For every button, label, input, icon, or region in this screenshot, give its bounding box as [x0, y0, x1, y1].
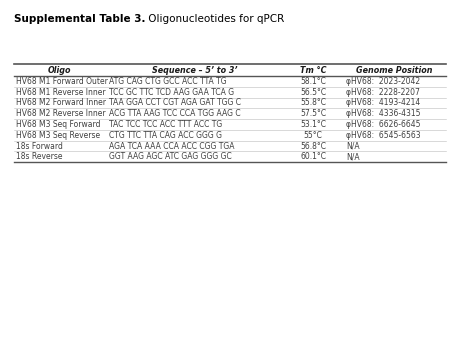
Text: Tm °C: Tm °C — [300, 66, 326, 75]
Text: 18s Forward: 18s Forward — [16, 142, 63, 150]
Text: 56.5°C: 56.5°C — [300, 88, 326, 97]
Text: 56.8°C: 56.8°C — [300, 142, 326, 150]
Text: φHV68:  4193-4214: φHV68: 4193-4214 — [346, 98, 420, 107]
Text: TCC GC TTC TCD AAG GAA TCA G: TCC GC TTC TCD AAG GAA TCA G — [109, 88, 234, 97]
Text: Sequence – 5’ to 3’: Sequence – 5’ to 3’ — [152, 66, 238, 75]
Text: TAC TCC TCC ACC TTT ACC TG: TAC TCC TCC ACC TTT ACC TG — [109, 120, 222, 129]
Text: HV68 M2 Reverse Inner: HV68 M2 Reverse Inner — [16, 109, 106, 118]
Text: 58.1°C: 58.1°C — [300, 77, 326, 86]
Text: N/A: N/A — [346, 152, 360, 161]
Text: Supplemental Table 3.: Supplemental Table 3. — [14, 14, 145, 24]
Text: ATG CAG CTG GCC ACC TTA TG: ATG CAG CTG GCC ACC TTA TG — [109, 77, 227, 86]
Text: Genome Position: Genome Position — [356, 66, 432, 75]
Text: 53.1°C: 53.1°C — [300, 120, 326, 129]
Text: HV68 M3 Seq Reverse: HV68 M3 Seq Reverse — [16, 131, 100, 140]
Text: 55.8°C: 55.8°C — [300, 98, 326, 107]
Text: 60.1°C: 60.1°C — [300, 152, 326, 161]
Text: 18s Reverse: 18s Reverse — [16, 152, 63, 161]
Text: N/A: N/A — [346, 142, 360, 150]
Text: CTG TTC TTA CAG ACC GGG G: CTG TTC TTA CAG ACC GGG G — [109, 131, 222, 140]
Text: HV68 M1 Reverse Inner: HV68 M1 Reverse Inner — [16, 88, 106, 97]
Text: GGT AAG AGC ATC GAG GGG GC: GGT AAG AGC ATC GAG GGG GC — [109, 152, 232, 161]
Text: φHV68:  2023-2042: φHV68: 2023-2042 — [346, 77, 420, 86]
Text: TAA GGA CCT CGT AGA GAT TGG C: TAA GGA CCT CGT AGA GAT TGG C — [109, 98, 241, 107]
Text: AGA TCA AAA CCA ACC CGG TGA: AGA TCA AAA CCA ACC CGG TGA — [109, 142, 234, 150]
Text: φHV68:  6545-6563: φHV68: 6545-6563 — [346, 131, 421, 140]
Text: Oligonucleotides for qPCR: Oligonucleotides for qPCR — [145, 14, 284, 24]
Text: 57.5°C: 57.5°C — [300, 109, 326, 118]
Text: Oligo: Oligo — [48, 66, 72, 75]
Text: 55°C: 55°C — [304, 131, 323, 140]
Text: φHV68:  2228-2207: φHV68: 2228-2207 — [346, 88, 420, 97]
Text: φHV68:  6626-6645: φHV68: 6626-6645 — [346, 120, 420, 129]
Text: HV68 M3 Seq Forward: HV68 M3 Seq Forward — [16, 120, 101, 129]
Text: HV68 M2 Forward Inner: HV68 M2 Forward Inner — [16, 98, 106, 107]
Text: HV68 M1 Forward Outer: HV68 M1 Forward Outer — [16, 77, 108, 86]
Text: φHV68:  4336-4315: φHV68: 4336-4315 — [346, 109, 420, 118]
Text: ACG TTA AAG TCC CCA TGG AAG C: ACG TTA AAG TCC CCA TGG AAG C — [109, 109, 241, 118]
